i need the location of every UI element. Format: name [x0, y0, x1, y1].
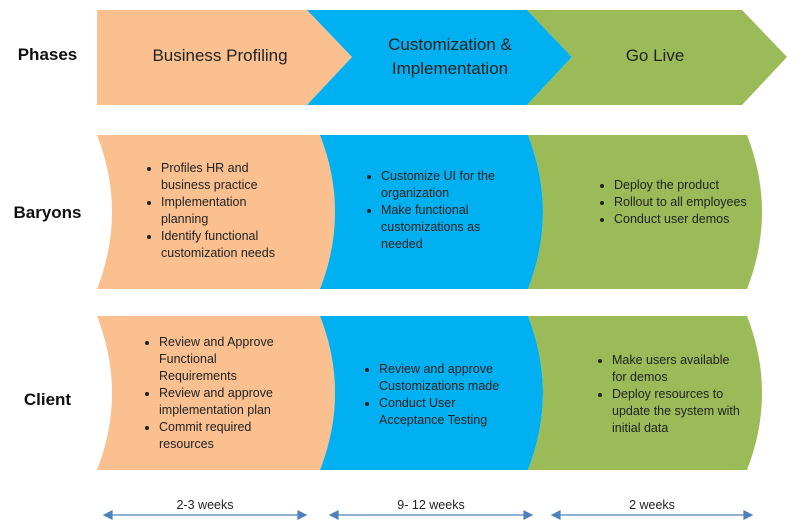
list-item: Review and approve Customizations made: [379, 361, 518, 395]
list-item: Customize UI for the organization: [381, 168, 515, 202]
list-item: Rollout to all employees: [614, 194, 748, 211]
row-label-phases: Phases: [17, 45, 78, 64]
client-cell-business-profiling: Review and Approve Functional Requiremen…: [143, 334, 293, 453]
duration-label-3: 2 weeks: [629, 498, 675, 512]
client-cell-customization: Review and approve Customizations made C…: [363, 361, 518, 429]
phase-chevron-business-profiling: [97, 10, 352, 105]
list-item: Implementation planning: [161, 194, 285, 228]
baryons-shape-3: [528, 135, 762, 289]
baryons-cell-go-live: Deploy the product Rollout to all employ…: [598, 177, 748, 228]
phase-title-customization-text: Customization & Implementation: [388, 35, 512, 78]
list-item: Conduct user demos: [614, 211, 748, 228]
baryons-cell-business-profiling: Profiles HR and business practice Implem…: [145, 160, 285, 262]
list-item: Conduct User Acceptance Testing: [379, 395, 518, 429]
baryons-shape-1: [97, 135, 335, 289]
duration-label-1: 2-3 weeks: [176, 498, 234, 512]
list-item: Make users available for demos: [612, 352, 746, 386]
duration-label-2: 9- 12 weeks: [397, 498, 465, 512]
list-item: Review and Approve Functional Requiremen…: [159, 334, 293, 385]
row-label-baryons: Baryons: [13, 203, 82, 222]
phase-chevron-go-live: [527, 10, 787, 105]
baryons-shape-2: [320, 135, 543, 289]
list-item: Profiles HR and business practice: [161, 160, 285, 194]
baryons-cell-customization: Customize UI for the organization Make f…: [365, 168, 515, 253]
phase-title-business-profiling: Business Profiling: [152, 46, 288, 65]
list-item: Review and approve implementation plan: [159, 385, 293, 419]
row-label-client: Client: [23, 390, 72, 409]
list-item: Deploy the product: [614, 177, 748, 194]
list-item: Commit required resources: [159, 419, 293, 453]
list-item: Identify functional customization needs: [161, 228, 285, 262]
phase-title-go-live: Go Live: [625, 46, 685, 65]
client-shape-1: [97, 316, 335, 470]
client-shape-3: [528, 316, 762, 470]
phase-title-customization: Customization & Implementation: [350, 33, 550, 81]
client-shape-2: [320, 316, 543, 470]
client-cell-go-live: Make users available for demos Deploy re…: [596, 352, 746, 437]
list-item: Make functional customizations as needed: [381, 202, 515, 253]
list-item: Deploy resources to update the system wi…: [612, 386, 746, 437]
phase-chevron-customization: [307, 10, 572, 105]
